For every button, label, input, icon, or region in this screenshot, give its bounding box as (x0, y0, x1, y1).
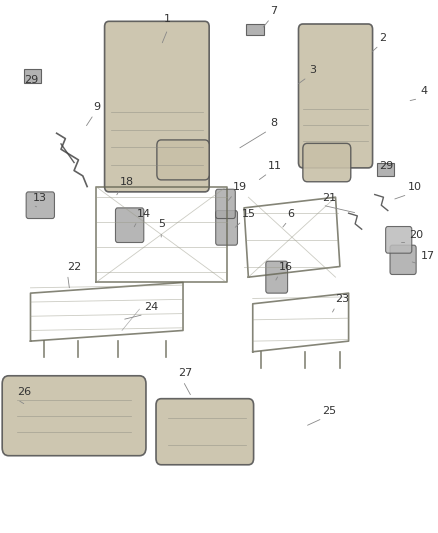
Text: 23: 23 (336, 294, 350, 304)
Text: 2: 2 (379, 33, 386, 43)
Bar (377, 163, 394, 176)
Text: 6: 6 (288, 208, 295, 219)
Text: 29: 29 (24, 75, 38, 85)
Text: 14: 14 (137, 208, 152, 219)
FancyBboxPatch shape (116, 208, 144, 243)
Text: 22: 22 (67, 262, 82, 272)
Text: 9: 9 (94, 102, 101, 112)
FancyBboxPatch shape (2, 376, 146, 456)
Text: 21: 21 (322, 192, 336, 203)
Text: 29: 29 (379, 160, 393, 171)
Text: 7: 7 (270, 6, 277, 16)
FancyBboxPatch shape (266, 261, 288, 293)
Text: 8: 8 (270, 118, 277, 128)
FancyBboxPatch shape (303, 143, 351, 182)
Text: 17: 17 (420, 251, 434, 261)
FancyBboxPatch shape (298, 24, 373, 168)
FancyBboxPatch shape (215, 189, 235, 219)
FancyBboxPatch shape (157, 140, 209, 180)
Text: 18: 18 (120, 176, 134, 187)
Text: 11: 11 (268, 160, 282, 171)
FancyBboxPatch shape (390, 245, 416, 274)
FancyBboxPatch shape (26, 192, 54, 219)
Text: 15: 15 (242, 208, 256, 219)
Text: 25: 25 (322, 406, 336, 416)
Text: 27: 27 (178, 368, 192, 378)
FancyBboxPatch shape (105, 21, 209, 192)
FancyBboxPatch shape (385, 227, 412, 253)
Text: 1: 1 (164, 14, 171, 24)
Text: 3: 3 (309, 64, 316, 75)
Text: 13: 13 (33, 192, 47, 203)
FancyBboxPatch shape (215, 211, 237, 245)
Text: 20: 20 (410, 230, 424, 240)
FancyBboxPatch shape (156, 399, 254, 465)
Text: 26: 26 (18, 387, 32, 397)
Text: 24: 24 (144, 302, 158, 312)
Text: 19: 19 (233, 182, 247, 192)
Text: 4: 4 (420, 86, 427, 96)
Bar (246, 24, 264, 35)
Text: 5: 5 (158, 219, 165, 229)
Bar (24, 69, 42, 83)
Text: 10: 10 (407, 182, 421, 192)
Text: 16: 16 (279, 262, 293, 272)
